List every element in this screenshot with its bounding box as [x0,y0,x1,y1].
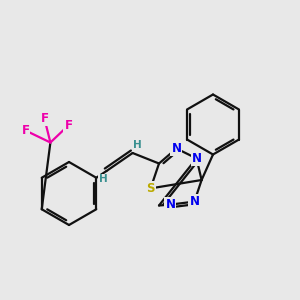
Text: N: N [165,198,176,211]
Text: F: F [40,112,48,125]
Text: S: S [146,182,155,195]
Text: N: N [191,152,202,165]
Text: H: H [99,174,108,184]
Text: F: F [64,119,72,132]
Text: F: F [22,124,29,137]
Text: N: N [189,195,200,208]
Text: N: N [171,142,182,155]
Text: H: H [133,140,142,150]
